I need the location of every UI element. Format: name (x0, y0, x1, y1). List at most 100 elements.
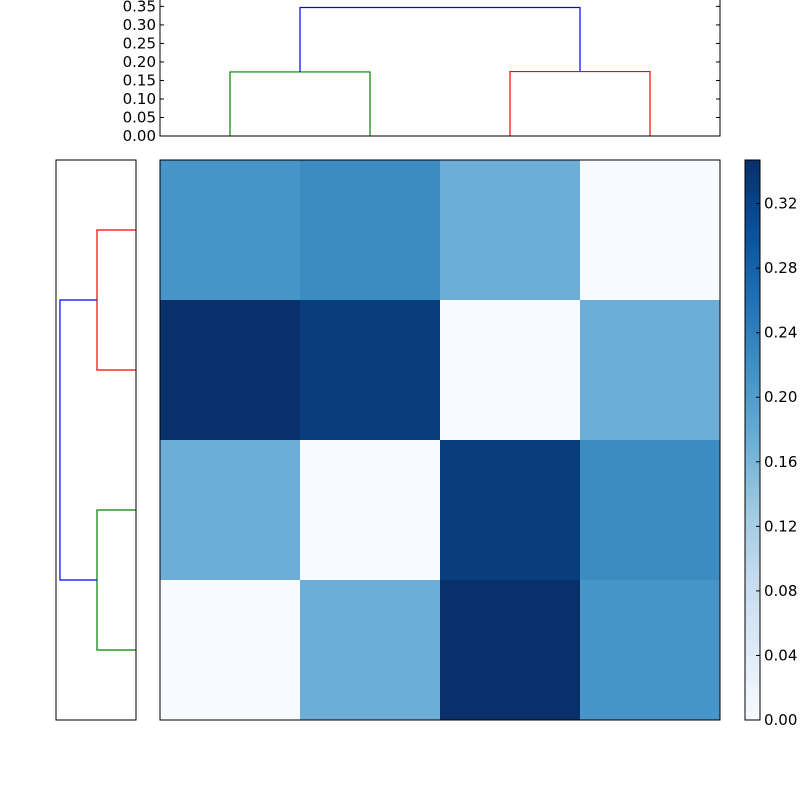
colorbar-segment (745, 617, 760, 623)
colorbar-segment (745, 458, 760, 464)
dendrogram-link (59, 299, 97, 581)
y-tick-label: 0.10 (123, 90, 156, 108)
top-dendrogram-frame (159, 0, 721, 137)
colorbar-segment (745, 370, 760, 376)
colorbar-segment (745, 342, 760, 348)
colorbar-segment (745, 304, 760, 310)
colorbar-segment (745, 286, 760, 292)
colorbar-segment (745, 566, 760, 572)
colorbar-segment (745, 575, 760, 581)
colorbar-segment (745, 463, 760, 469)
colorbar-segment (745, 589, 760, 595)
colorbar-tick-label: 0.00 (764, 711, 797, 729)
colorbar-segment (745, 374, 760, 380)
colorbar-segment (745, 454, 760, 460)
colorbar-segment (745, 248, 760, 254)
colorbar-segment (745, 552, 760, 558)
colorbar-tick-label: 0.32 (764, 195, 797, 213)
colorbar-tick-label: 0.28 (764, 259, 797, 277)
colorbar-tick-label: 0.04 (764, 646, 797, 664)
colorbar-segment (745, 533, 760, 539)
colorbar-segment (745, 496, 760, 502)
y-tick-label: 0.20 (123, 53, 156, 71)
colorbar-segment (745, 510, 760, 516)
colorbar-segment (745, 216, 760, 222)
colorbar-segment (745, 332, 760, 338)
colorbar-segment (745, 234, 760, 240)
colorbar-segment (745, 309, 760, 315)
colorbar-segment (745, 500, 760, 506)
colorbar-tick-label: 0.24 (764, 324, 797, 342)
colorbar-segment (745, 682, 760, 688)
colorbar-segment (745, 626, 760, 632)
colorbar-segment (745, 253, 760, 259)
y-tick-label: 0.25 (123, 34, 156, 52)
colorbar-segment (745, 402, 760, 408)
heatmap-cell (440, 580, 581, 721)
colorbar-segment (745, 183, 760, 189)
colorbar-segment (745, 262, 760, 268)
colorbar-segment (745, 640, 760, 646)
colorbar-tick-label: 0.12 (764, 517, 797, 535)
colorbar-segment (745, 314, 760, 320)
heatmap-cell (580, 580, 721, 721)
colorbar-segment (745, 272, 760, 278)
colorbar: 0.00 0.04 0.08 0.12 0.16 0.20 0.24 0.28 0.32 (744, 159, 797, 729)
colorbar-segment (745, 514, 760, 520)
colorbar-segment (745, 244, 760, 250)
colorbar-segment (745, 239, 760, 245)
colorbar-segment (745, 528, 760, 534)
colorbar-segment (745, 178, 760, 184)
heatmap-cell (440, 300, 581, 441)
colorbar-segment (745, 561, 760, 567)
colorbar-segment (745, 407, 760, 413)
heatmap-cell (160, 160, 301, 301)
colorbar-segment (745, 486, 760, 492)
colorbar-segment (745, 192, 760, 198)
heatmap-cell (440, 160, 581, 301)
colorbar-segment (745, 281, 760, 287)
colorbar-segment (745, 444, 760, 450)
colorbar-segment (745, 225, 760, 231)
colorbar-segment (745, 365, 760, 371)
heatmap-cell (580, 440, 721, 581)
colorbar-segment (745, 328, 760, 334)
colorbar-segment (745, 379, 760, 385)
dendrogram-link (299, 6, 581, 72)
y-tick-label: 0.05 (123, 108, 156, 126)
colorbar-segment (745, 393, 760, 399)
colorbar-segment (745, 570, 760, 576)
colorbar-segment (745, 160, 760, 166)
colorbar-segment (745, 211, 760, 217)
y-tick-label: 0.15 (123, 71, 156, 89)
y-tick-label: 0.00 (123, 127, 156, 145)
colorbar-segment (745, 230, 760, 236)
colorbar-segment (745, 636, 760, 642)
heatmap-frame (159, 159, 721, 721)
colorbar-segment (745, 519, 760, 525)
colorbar-segment (745, 290, 760, 296)
colorbar-segment (745, 477, 760, 483)
colorbar-segment (745, 482, 760, 488)
colorbar-segment (745, 472, 760, 478)
colorbar-segment (745, 164, 760, 170)
colorbar-segment (745, 505, 760, 511)
colorbar-segment (745, 258, 760, 264)
colorbar-segment (745, 384, 760, 390)
colorbar-tick-label: 0.20 (764, 388, 797, 406)
colorbar-segment (745, 524, 760, 530)
colorbar-segment (745, 295, 760, 301)
colorbar-frame (744, 159, 761, 721)
colorbar-tick-label: 0.16 (764, 453, 797, 471)
colorbar-segment (745, 169, 760, 175)
colorbar-segment (745, 580, 760, 586)
colorbar-segment (745, 174, 760, 180)
colorbar-segment (745, 435, 760, 441)
dendrogram-link (229, 71, 371, 136)
colorbar-segment (745, 710, 760, 716)
colorbar-segment (745, 612, 760, 618)
colorbar-segment (745, 594, 760, 600)
heatmap-cell (300, 160, 441, 301)
heatmap-cell (160, 440, 301, 581)
colorbar-segment (745, 440, 760, 446)
